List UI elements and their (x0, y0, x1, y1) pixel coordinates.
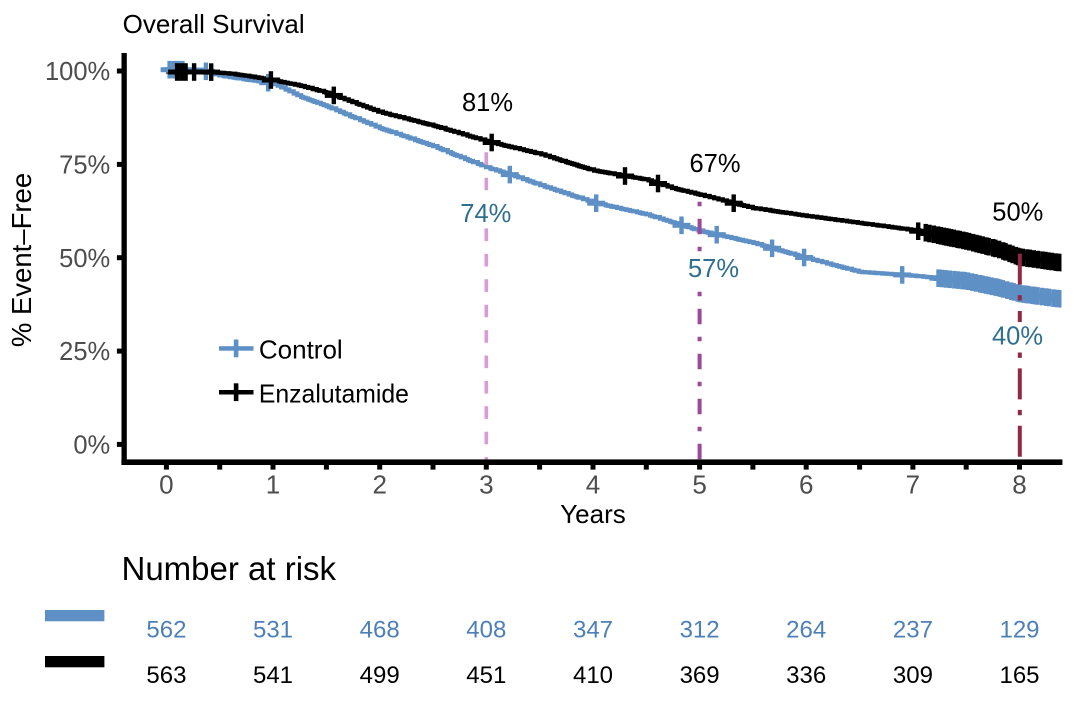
svg-text:531: 531 (253, 616, 293, 643)
svg-text:541: 541 (253, 662, 293, 689)
svg-text:Number at risk: Number at risk (122, 550, 337, 587)
svg-text:499: 499 (360, 662, 400, 689)
svg-text:Enzalutamide: Enzalutamide (259, 378, 409, 408)
svg-text:451: 451 (466, 662, 506, 689)
svg-text:8: 8 (1012, 470, 1026, 500)
svg-text:0%: 0% (73, 432, 110, 460)
svg-text:75%: 75% (59, 152, 110, 180)
svg-text:57%: 57% (688, 255, 739, 283)
svg-text:347: 347 (573, 616, 613, 643)
svg-text:Overall Survival: Overall Survival (123, 9, 305, 39)
svg-text:309: 309 (893, 662, 933, 689)
svg-text:100%: 100% (45, 58, 110, 86)
svg-text:408: 408 (466, 616, 506, 643)
svg-text:5: 5 (692, 470, 706, 500)
svg-text:4: 4 (586, 470, 600, 500)
svg-text:0: 0 (159, 470, 173, 500)
svg-text:410: 410 (573, 662, 613, 689)
svg-text:7: 7 (906, 470, 920, 500)
svg-text:1: 1 (266, 470, 280, 500)
svg-text:74%: 74% (460, 200, 511, 228)
svg-text:67%: 67% (689, 150, 740, 178)
svg-text:40%: 40% (992, 323, 1043, 351)
svg-text:50%: 50% (59, 245, 110, 273)
svg-text:6: 6 (799, 470, 813, 500)
svg-text:312: 312 (680, 616, 720, 643)
svg-text:2: 2 (372, 470, 386, 500)
svg-text:Control: Control (259, 335, 343, 365)
svg-text:563: 563 (146, 662, 186, 689)
svg-text:129: 129 (999, 616, 1039, 643)
svg-text:81%: 81% (462, 89, 513, 117)
svg-text:% Event–Free: % Event–Free (6, 173, 37, 347)
svg-text:468: 468 (360, 616, 400, 643)
svg-text:Years: Years (560, 499, 626, 529)
svg-text:562: 562 (146, 616, 186, 643)
svg-text:264: 264 (786, 616, 826, 643)
svg-text:25%: 25% (59, 338, 110, 366)
svg-text:237: 237 (893, 616, 933, 643)
svg-text:165: 165 (999, 662, 1039, 689)
svg-text:50%: 50% (992, 199, 1043, 227)
svg-text:369: 369 (680, 662, 720, 689)
svg-text:3: 3 (479, 470, 493, 500)
svg-text:336: 336 (786, 662, 826, 689)
